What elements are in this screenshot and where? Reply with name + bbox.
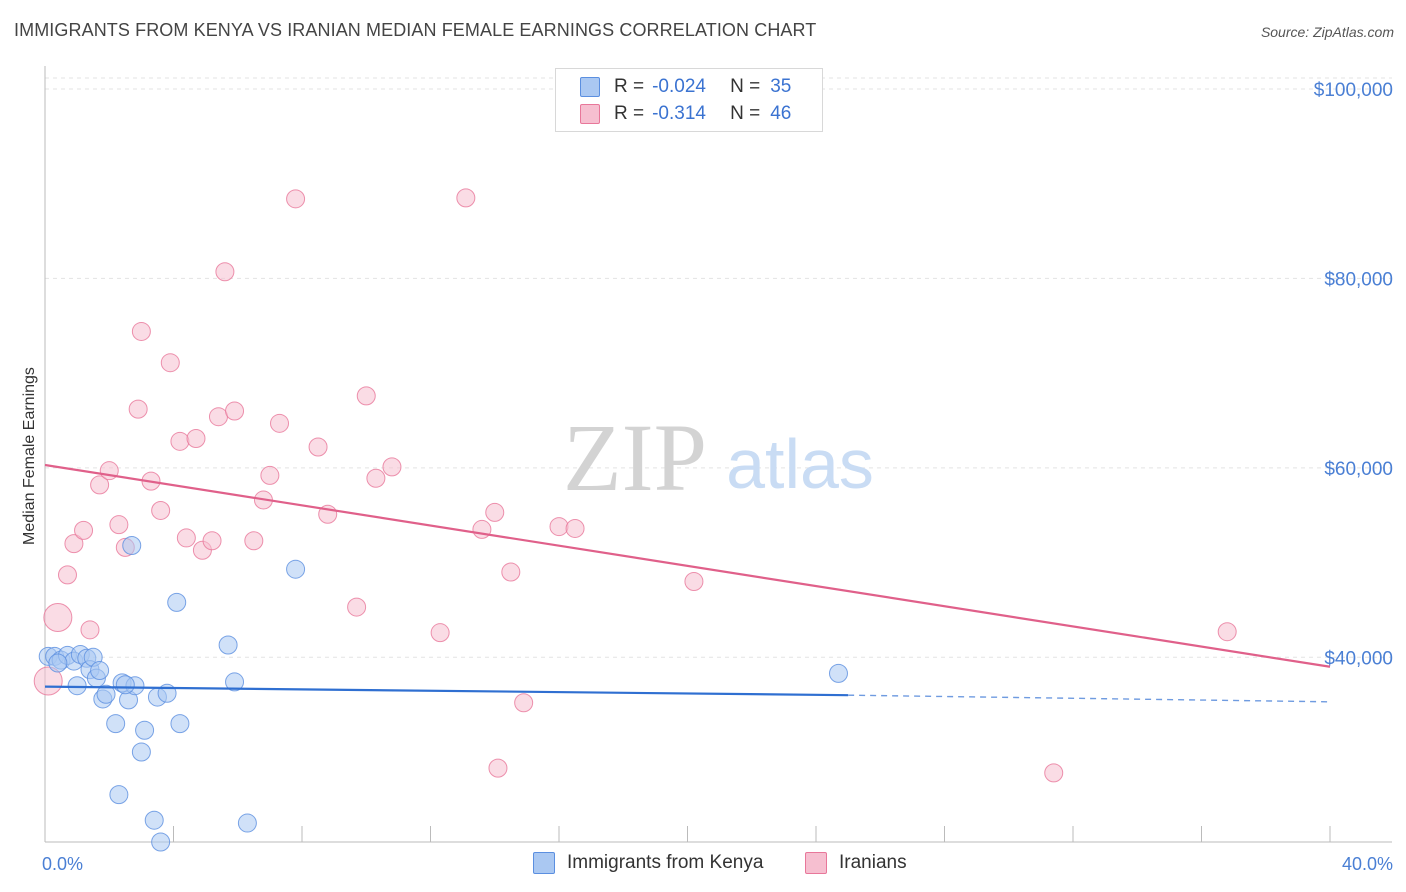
point-iranians bbox=[202, 531, 222, 551]
point-kenya bbox=[135, 720, 155, 740]
legend-r-value: -0.024 bbox=[652, 76, 706, 97]
point-kenya bbox=[109, 785, 129, 805]
point-kenya bbox=[167, 592, 187, 612]
y-tick-label: $80,000 bbox=[1324, 269, 1393, 290]
point-iranians bbox=[186, 428, 206, 448]
tick-labels: $40,000 $60,000 $80,000 $100,000 0.0% 40.0% bbox=[42, 80, 1393, 874]
x-tick-label: 0.0% bbox=[42, 854, 83, 874]
chart-title: IMMIGRANTS FROM KENYA VS IRANIAN MEDIAN … bbox=[14, 20, 817, 40]
point-iranians bbox=[514, 693, 534, 713]
point-kenya bbox=[48, 653, 68, 673]
point-iranians bbox=[64, 534, 84, 554]
point-iranians bbox=[208, 407, 228, 427]
legend-swatch-iranians bbox=[805, 852, 827, 874]
y-tick-label: $100,000 bbox=[1314, 80, 1393, 101]
point-iranians bbox=[1044, 763, 1064, 783]
point-iranians bbox=[430, 623, 450, 643]
trend-line-iranians bbox=[44, 463, 1331, 668]
trend-line-kenya-extension bbox=[848, 694, 1331, 703]
y-axis-label: Median Female Earnings bbox=[21, 367, 38, 545]
point-iranians bbox=[501, 562, 521, 582]
point-iranians bbox=[90, 475, 110, 495]
point-kenya bbox=[237, 813, 257, 833]
point-iranians bbox=[176, 528, 196, 548]
point-iranians bbox=[151, 500, 171, 520]
point-iranians bbox=[43, 603, 73, 633]
point-iranians bbox=[260, 465, 280, 485]
point-iranians bbox=[356, 386, 376, 406]
point-iranians bbox=[1217, 622, 1237, 642]
legend-n-value: 35 bbox=[770, 76, 792, 97]
point-kenya bbox=[218, 635, 238, 655]
point-kenya bbox=[67, 676, 87, 696]
point-kenya bbox=[286, 559, 306, 579]
trend-lines bbox=[44, 463, 1331, 703]
legend-n-value: 46 bbox=[770, 103, 792, 124]
point-iranians bbox=[244, 531, 264, 551]
point-kenya bbox=[131, 742, 151, 762]
point-iranians bbox=[684, 572, 704, 592]
point-iranians bbox=[131, 321, 151, 341]
legend-label-kenya: Immigrants from Kenya bbox=[567, 852, 764, 873]
point-iranians bbox=[225, 401, 245, 421]
correlation-legend: R = -0.024 N = 35 R = -0.314 N = 46 bbox=[555, 68, 823, 132]
legend-n-label: N = bbox=[730, 76, 761, 97]
point-iranians bbox=[109, 515, 129, 535]
legend-row-iranians: R = -0.314 N = 46 bbox=[580, 102, 791, 126]
point-kenya bbox=[96, 684, 116, 704]
axes bbox=[44, 66, 1392, 843]
legend-swatch-kenya bbox=[533, 852, 555, 874]
legend-swatch-kenya bbox=[580, 77, 600, 97]
point-iranians bbox=[485, 502, 505, 522]
legend-r-label: R = bbox=[614, 76, 645, 97]
point-iranians bbox=[456, 188, 476, 208]
point-kenya bbox=[115, 675, 135, 695]
legend-swatch-iranians bbox=[580, 104, 600, 124]
point-kenya bbox=[122, 536, 142, 556]
legend-item-kenya: Immigrants from Kenya bbox=[533, 852, 763, 874]
legend-r-value: -0.314 bbox=[652, 103, 706, 124]
y-tick-label: $60,000 bbox=[1324, 459, 1393, 480]
point-iranians bbox=[57, 565, 77, 585]
point-iranians bbox=[170, 431, 190, 451]
point-iranians bbox=[286, 189, 306, 209]
point-iranians bbox=[472, 519, 492, 539]
point-iranians bbox=[347, 597, 367, 617]
point-kenya bbox=[225, 672, 245, 692]
trend-line-kenya bbox=[44, 685, 849, 697]
point-iranians bbox=[565, 518, 585, 538]
legend-label-iranians: Iranians bbox=[839, 852, 907, 873]
watermark-zip: ZIP bbox=[563, 404, 707, 511]
point-iranians bbox=[308, 437, 328, 457]
point-iranians bbox=[33, 666, 63, 696]
watermark-atlas: atlas bbox=[726, 425, 874, 503]
point-kenya bbox=[170, 714, 190, 734]
point-iranians bbox=[74, 520, 94, 540]
legend-item-iranians: Iranians bbox=[805, 852, 907, 874]
point-iranians bbox=[382, 457, 402, 477]
point-iranians bbox=[215, 262, 235, 282]
source-label: Source: ZipAtlas.com bbox=[1260, 24, 1394, 40]
point-kenya bbox=[106, 714, 126, 734]
point-iranians bbox=[270, 413, 290, 433]
legend-r-label: R = bbox=[614, 103, 645, 124]
point-iranians bbox=[160, 353, 180, 373]
watermark: ZIP atlas bbox=[563, 404, 874, 511]
point-kenya bbox=[144, 810, 164, 830]
y-tick-label: $40,000 bbox=[1324, 648, 1393, 669]
legend-row-kenya: R = -0.024 N = 35 bbox=[580, 75, 791, 99]
point-iranians bbox=[549, 517, 569, 537]
point-iranians bbox=[366, 468, 386, 488]
point-iranians bbox=[488, 758, 508, 778]
legend-n-label: N = bbox=[730, 103, 761, 124]
point-kenya bbox=[90, 661, 110, 681]
x-tick-label: 40.0% bbox=[1342, 854, 1393, 874]
point-iranians bbox=[128, 399, 148, 419]
data-points bbox=[33, 188, 1237, 852]
point-kenya bbox=[828, 663, 848, 683]
point-iranians bbox=[80, 620, 100, 640]
point-kenya bbox=[151, 832, 171, 852]
